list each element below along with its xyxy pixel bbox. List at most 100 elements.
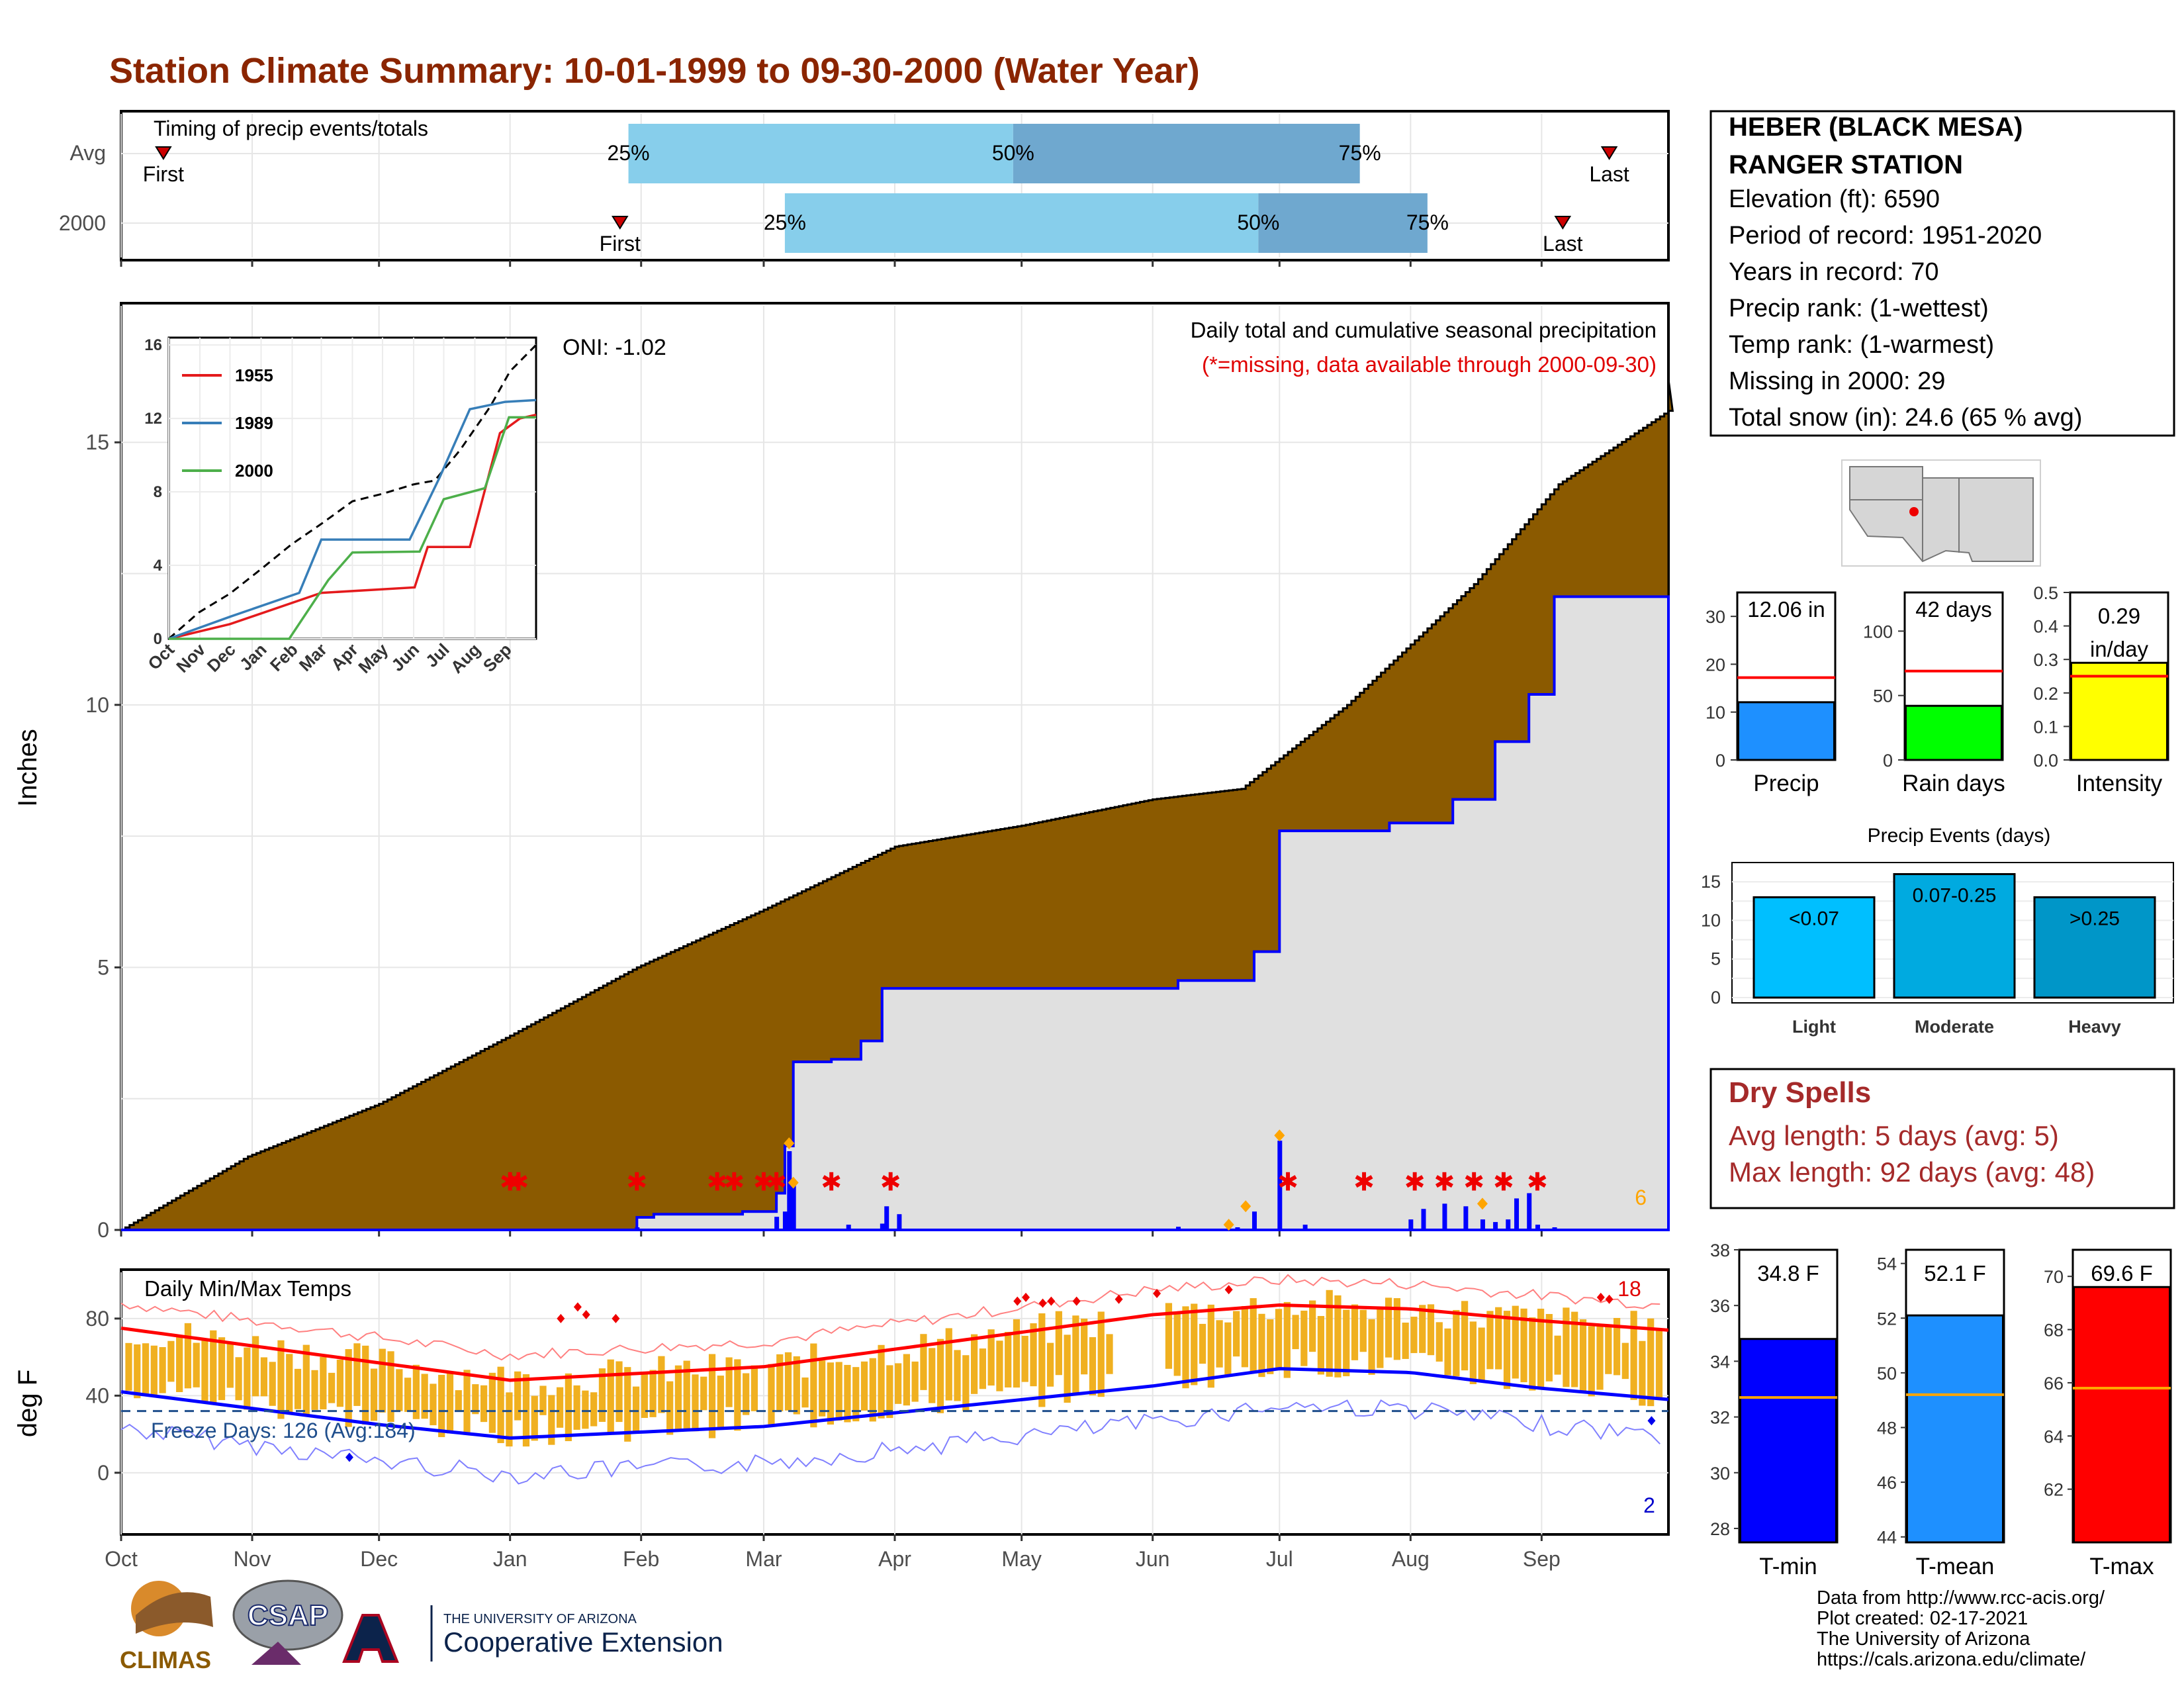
missing-day-icon: ✱ bbox=[1404, 1169, 1426, 1197]
daily-temp-range-bar bbox=[1030, 1323, 1037, 1387]
daily-temp-range-bar bbox=[210, 1330, 217, 1405]
csap-mountain bbox=[251, 1642, 301, 1665]
daily-temp-range-bar bbox=[632, 1386, 640, 1432]
daily-temp-range-bar bbox=[472, 1384, 479, 1415]
timing-quantile-label: 50% bbox=[992, 141, 1034, 165]
dry-spells-box: Dry Spells Avg length: 5 days (avg: 5) M… bbox=[1709, 1068, 2175, 1209]
summary-bar-charts: 12.06 in 0 10 20 30 Precip 42 days 0 50 100 Rain d… bbox=[1706, 583, 2169, 796]
missing-note: (*=missing, data available through 2000-… bbox=[1202, 352, 1657, 377]
precip-ytick-label: 5 bbox=[97, 955, 109, 979]
daily-temp-range-bar bbox=[734, 1359, 741, 1431]
inset-series-line bbox=[168, 413, 537, 640]
timing-marker-icon bbox=[1554, 216, 1572, 230]
ua-small-text: THE UNIVERSITY OF ARIZONA bbox=[443, 1612, 637, 1626]
missing-day-icon: ✱ bbox=[821, 1169, 842, 1197]
daily-temp-range-bar bbox=[607, 1359, 614, 1434]
daily-temp-range-bar bbox=[286, 1354, 293, 1413]
temp-ytick-label: 48 bbox=[1877, 1419, 1897, 1438]
daily-precip-bar bbox=[1493, 1222, 1498, 1230]
daily-temp-range-bar bbox=[1199, 1323, 1206, 1364]
daily-temp-range-bar bbox=[1402, 1323, 1409, 1359]
daily-precip-bar bbox=[1535, 1225, 1540, 1230]
events-ytick-label: 10 bbox=[1701, 910, 1721, 930]
daily-temp-range-bar bbox=[801, 1377, 809, 1408]
daily-temp-range-bar bbox=[1545, 1314, 1553, 1382]
month-axis-label: Jan bbox=[493, 1547, 527, 1571]
missing-day-icon: ✱ bbox=[1277, 1169, 1298, 1197]
daily-temp-range-bar bbox=[674, 1365, 682, 1431]
daily-temp-range-bar bbox=[1267, 1319, 1274, 1374]
temp-ytick-label: 66 bbox=[2044, 1374, 2064, 1393]
daily-temp-range-bar bbox=[1537, 1308, 1545, 1389]
events-bar bbox=[2033, 896, 2156, 999]
summary-bar-name: Intensity bbox=[2076, 771, 2163, 796]
daily-temp-range-bar bbox=[142, 1343, 150, 1394]
daily-temp-range-bar bbox=[497, 1366, 504, 1444]
station-name-line2: RANGER STATION bbox=[1729, 150, 1963, 179]
missing-day-icon: ✱ bbox=[1527, 1169, 1548, 1197]
daily-temp-range-bar bbox=[784, 1352, 792, 1411]
station-info-line: Precip rank: (1-wettest) bbox=[1729, 295, 1989, 322]
timing-quantile-label: 25% bbox=[764, 211, 806, 234]
daily-precip-bar bbox=[791, 1182, 796, 1230]
daily-temp-range-bar bbox=[1097, 1311, 1105, 1397]
missing-day-icon: ✱ bbox=[500, 1169, 521, 1197]
daily-precip-bar bbox=[1527, 1193, 1532, 1230]
record-high-marker-icon bbox=[557, 1313, 565, 1323]
daily-temp-range-bar bbox=[1021, 1335, 1028, 1382]
daily-temp-range-bar bbox=[1554, 1335, 1561, 1375]
timing-panel: Timing of precip events/totals Avg 2000 … bbox=[59, 110, 1670, 267]
daily-temp-range-bar bbox=[869, 1358, 876, 1422]
daily-temp-range-bar bbox=[1089, 1337, 1097, 1395]
daily-temp-range-bar bbox=[565, 1373, 572, 1442]
summary-bar bbox=[2070, 661, 2168, 761]
daily-temp-range-bar bbox=[548, 1395, 555, 1445]
temp-ytick-label: 36 bbox=[1710, 1296, 1730, 1316]
daily-temp-range-bar bbox=[641, 1373, 648, 1419]
temp-summary-charts: 34.8 F 28 30 32 34 36 38 T-min 52.1 F 44 46 48 50 52 5… bbox=[1710, 1241, 2172, 1579]
daily-temp-range-bar bbox=[996, 1340, 1003, 1391]
daily-temp-range-bar bbox=[320, 1356, 327, 1410]
timing-marker-icon bbox=[155, 146, 172, 160]
daily-temp-range-bar bbox=[1385, 1297, 1392, 1358]
month-axis-label: May bbox=[1001, 1547, 1041, 1571]
daily-temp-range-bar bbox=[1046, 1342, 1054, 1387]
precip-ylabel: Inches bbox=[13, 729, 42, 807]
daily-precip-bar bbox=[1175, 1227, 1181, 1230]
events-bar-label: >0.25 bbox=[2070, 908, 2120, 929]
missing-day-icon: ✱ bbox=[508, 1169, 529, 1197]
timing-marker-label: First bbox=[600, 232, 641, 256]
events-ytick-label: 15 bbox=[1701, 872, 1721, 892]
precip-subtitle: Daily total and cumulative seasonal prec… bbox=[1191, 318, 1657, 342]
credit-line-3: The University of Arizona bbox=[1817, 1628, 2030, 1650]
daily-temp-range-bar bbox=[1469, 1321, 1477, 1384]
events-bar-label: 0.07-0.25 bbox=[1913, 884, 1997, 906]
daily-temp-range-bar bbox=[556, 1387, 564, 1428]
daily-temp-range-bar bbox=[1563, 1307, 1570, 1387]
daily-temp-range-bar bbox=[1621, 1342, 1629, 1380]
daily-temp-range-bar bbox=[1326, 1289, 1333, 1377]
daily-temp-range-bar bbox=[353, 1343, 361, 1406]
daily-temp-range-bar bbox=[1359, 1309, 1367, 1352]
credit-line-4: https://cals.arizona.edu/climate/ bbox=[1817, 1649, 2086, 1670]
record-high-line bbox=[120, 1274, 1661, 1361]
timing-quantile-label: 75% bbox=[1339, 141, 1381, 165]
daily-temp-range-bar bbox=[624, 1367, 631, 1442]
station-frame bbox=[1709, 110, 2175, 437]
daily-precip-bar bbox=[1277, 1141, 1283, 1230]
missing-day-icon: ✱ bbox=[723, 1169, 745, 1197]
precip-ytick-label: 10 bbox=[85, 693, 109, 717]
daily-precip-bar bbox=[1235, 1227, 1240, 1230]
month-axis-label: Nov bbox=[234, 1547, 271, 1571]
daily-temp-range-bar bbox=[311, 1370, 318, 1410]
daily-temp-range-bar bbox=[911, 1361, 919, 1402]
record-high-marker-icon bbox=[1153, 1289, 1161, 1299]
temp-ytick-label: 44 bbox=[1877, 1528, 1897, 1548]
daily-temp-range-bar bbox=[1182, 1306, 1189, 1389]
snow-marker-icon bbox=[788, 1176, 799, 1189]
record-low-marker-icon bbox=[1647, 1416, 1656, 1426]
daily-temp-range-bar bbox=[1106, 1334, 1113, 1374]
daily-temp-range-bar bbox=[235, 1357, 242, 1401]
daily-precip-bar bbox=[1408, 1219, 1414, 1230]
daily-temp-range-bar bbox=[649, 1370, 657, 1417]
